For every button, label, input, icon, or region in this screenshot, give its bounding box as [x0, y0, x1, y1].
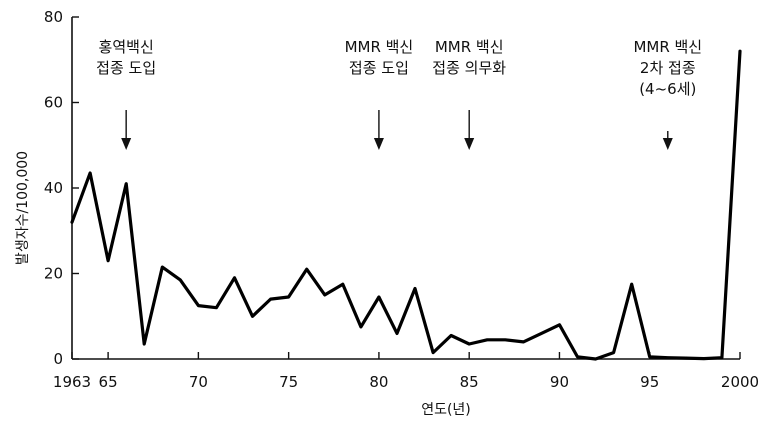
x-axis-title: 연도(년): [421, 402, 471, 418]
annotation-label: MMR 백신: [345, 38, 414, 56]
annotation-label: (4~6세): [639, 80, 696, 98]
series-group: [70, 49, 742, 361]
y-tick-label: 0: [53, 350, 63, 368]
y-axis-title: 발생자수/100,000: [15, 151, 31, 265]
y-axis-ticks: 0 20 40 60 80: [44, 8, 79, 368]
x-tick-label: 2000: [721, 373, 759, 391]
annotation-label: 2차 접종: [640, 59, 696, 77]
x-axis-ticks: 1963 65 70 75 80 85 90 95 2000: [53, 352, 759, 391]
annotation-label: MMR 백신: [435, 38, 504, 56]
annotation-arrow-head: [121, 138, 132, 150]
y-tick-label: 80: [44, 8, 63, 26]
annotation-label: 접종 도입: [96, 59, 156, 77]
annotation-arrow-head: [464, 138, 475, 150]
series-line: [70, 49, 742, 361]
y-tick-label: 40: [44, 179, 63, 197]
x-tick-label: 70: [189, 373, 208, 391]
annotation-arrow-head: [373, 138, 384, 150]
annotation-label: 홍역백신: [99, 38, 154, 56]
y-tick-label: 20: [44, 265, 63, 283]
x-tick-label: 80: [369, 373, 388, 391]
annotation-label: MMR 백신: [633, 38, 702, 56]
x-tick-label: 65: [99, 373, 118, 391]
x-tick-label: 1963: [53, 373, 91, 391]
x-tick-label: 90: [550, 373, 569, 391]
x-tick-label: 95: [640, 373, 659, 391]
x-tick-label: 85: [460, 373, 479, 391]
y-tick-label: 60: [44, 94, 63, 112]
x-tick-label: 75: [279, 373, 298, 391]
annotation-label: 접종 의무화: [432, 59, 506, 77]
annotation-arrow-head: [662, 138, 673, 150]
annotation-label: 접종 도입: [349, 59, 409, 77]
